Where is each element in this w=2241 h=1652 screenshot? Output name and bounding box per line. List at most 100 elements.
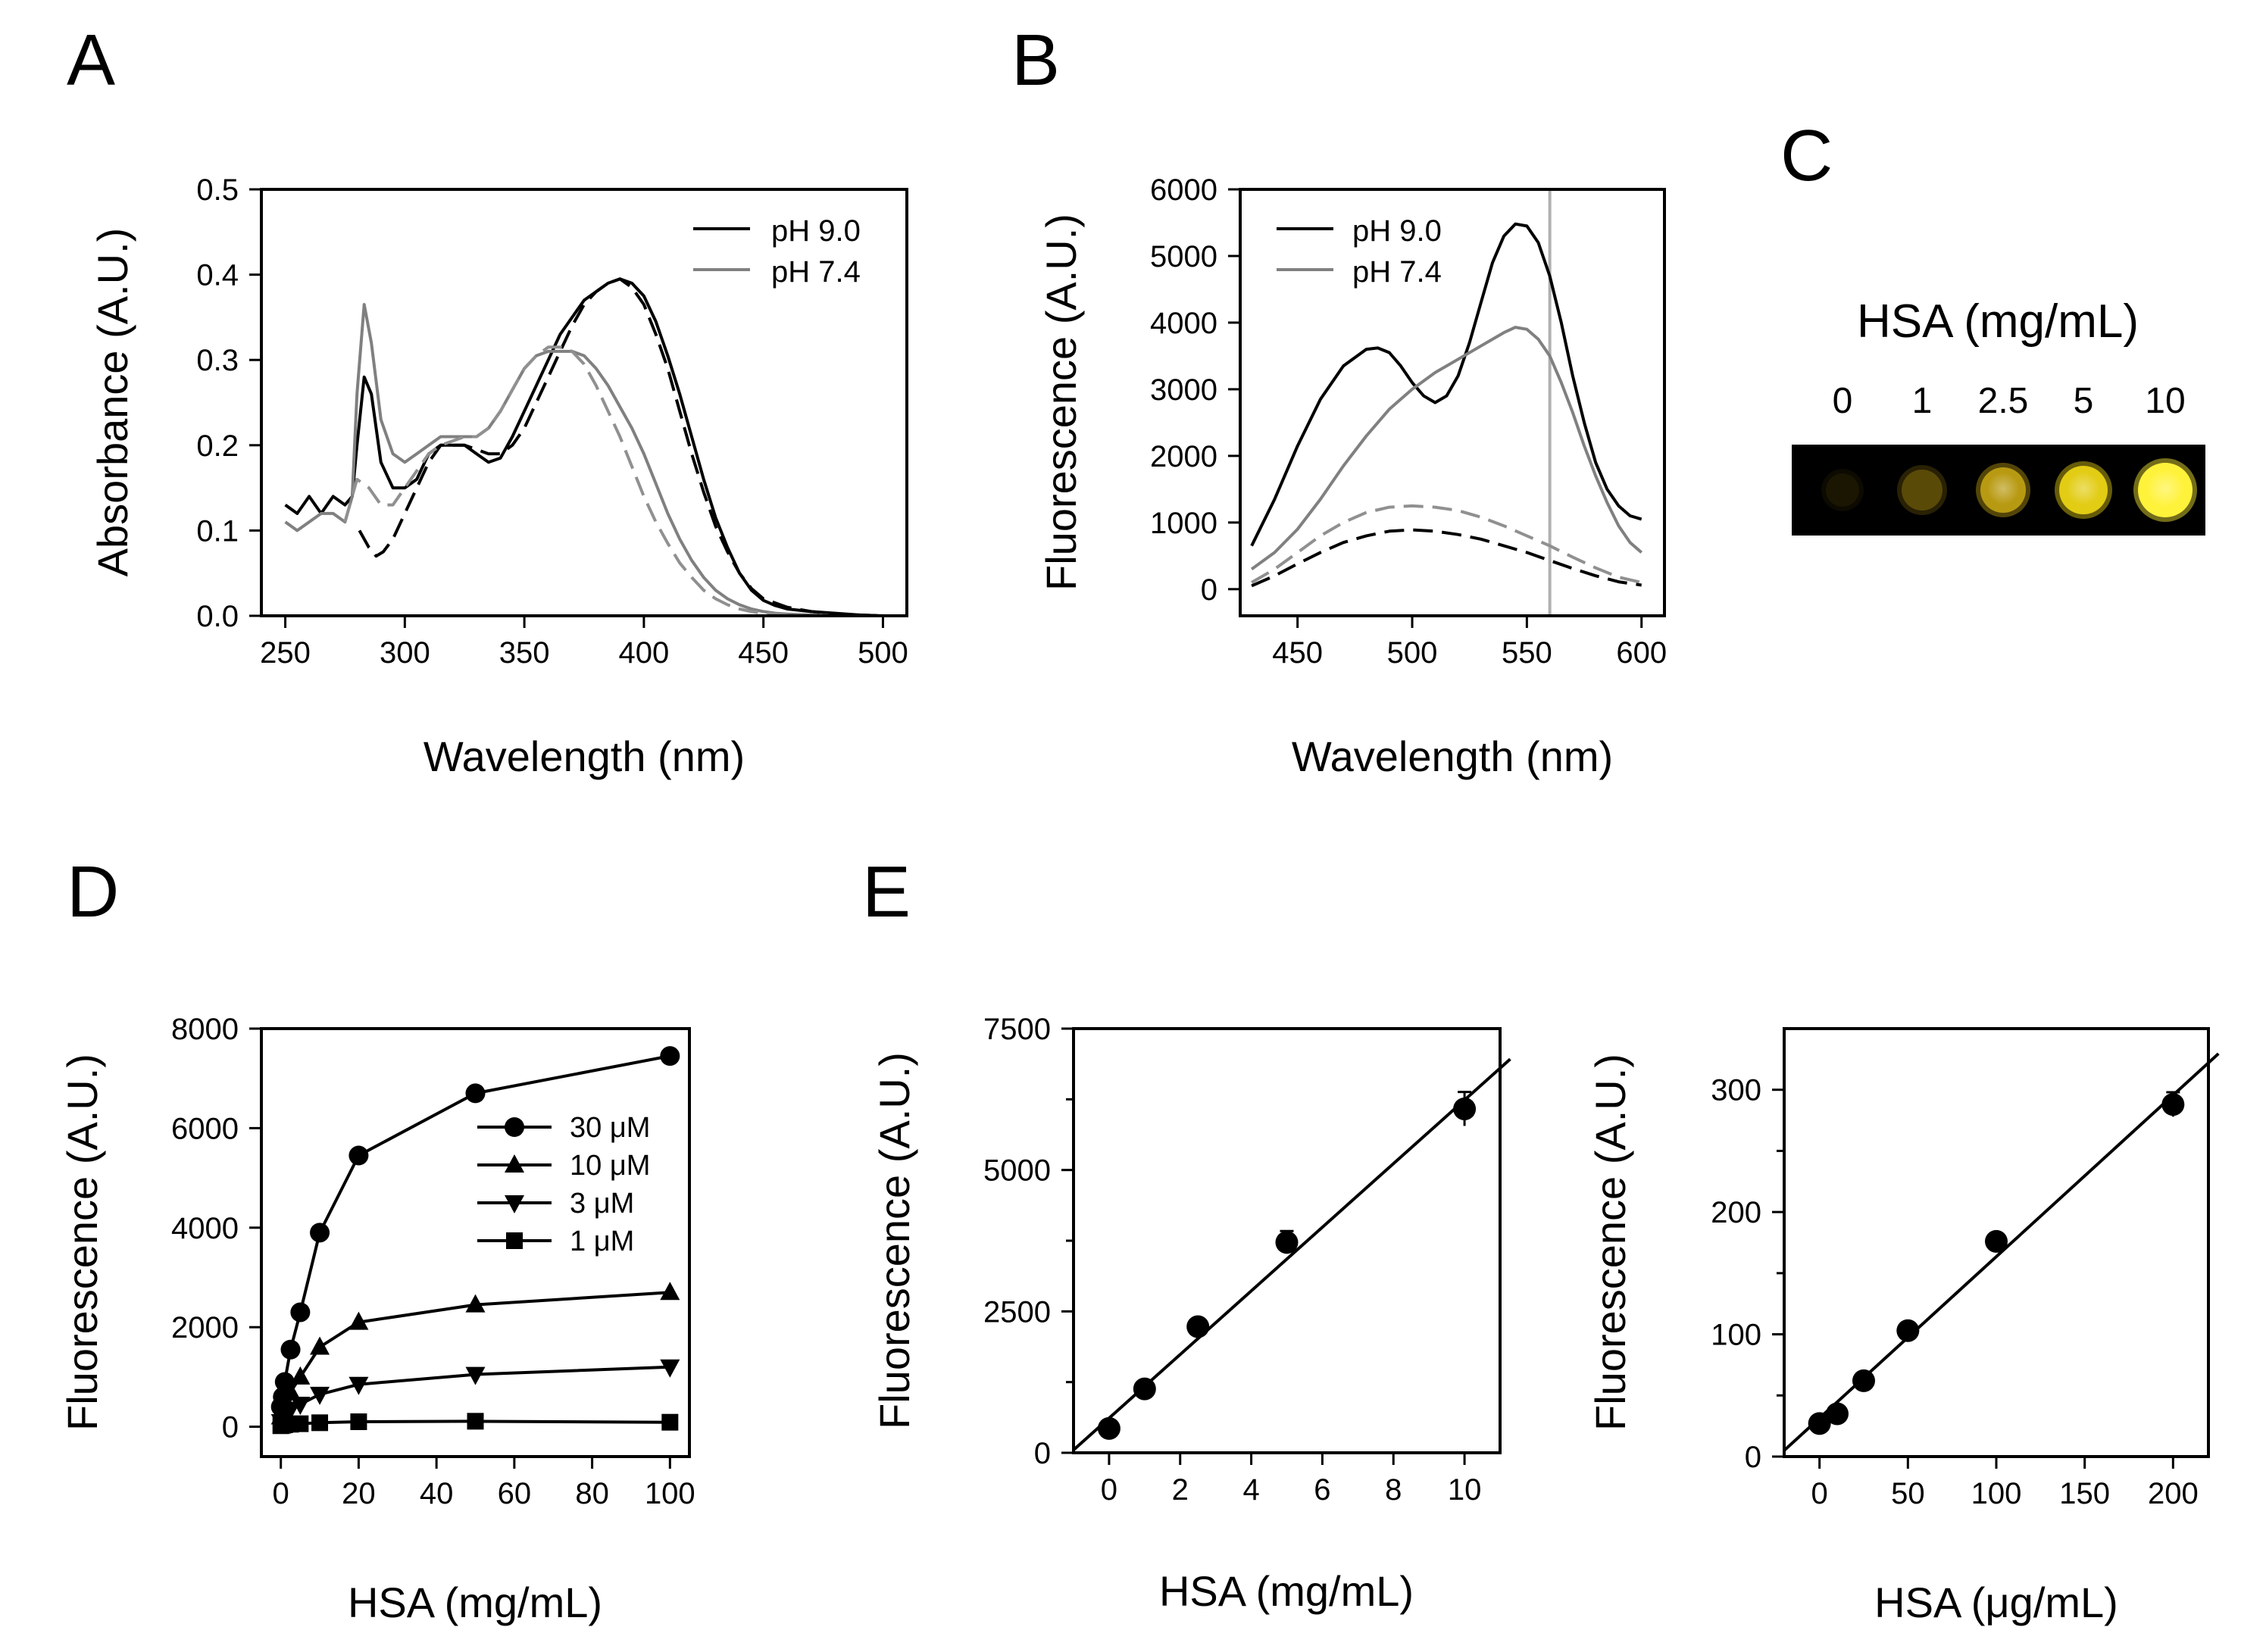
panel-d-legend-marker bbox=[506, 1232, 523, 1249]
panel-d-point-0 bbox=[348, 1145, 369, 1166]
panel-a-x-tick-label: 450 bbox=[738, 636, 789, 670]
panel-a-x-tick-label: 300 bbox=[380, 636, 430, 670]
panel-d-y-tick-label: 0 bbox=[222, 1411, 239, 1444]
panel-a-y-axis-label: Absorbance (A.U.) bbox=[89, 228, 136, 577]
panel-d-point-2 bbox=[290, 1397, 311, 1416]
panel-d-point-3 bbox=[467, 1413, 484, 1430]
panel-c-spot-highlight bbox=[2066, 471, 2101, 506]
panel-c-title: HSA (mg/mL) bbox=[1857, 295, 2139, 348]
panel-e2-y-tick-label: 100 bbox=[1711, 1319, 1761, 1352]
panel-b-series-0 bbox=[1250, 222, 1642, 547]
panel-e1-x-tick-label: 2 bbox=[1172, 1473, 1189, 1507]
panel-d-y-axis-label: Fluorescence (A.U.) bbox=[58, 1054, 106, 1431]
panel-a-series-2 bbox=[358, 277, 883, 617]
panel-d-x-tick-label: 40 bbox=[420, 1477, 454, 1510]
panel-e2-chart: 0 50 100 150 200 0 100 200 300 HSA (μg/mL) Fluor… bbox=[1586, 1027, 2220, 1626]
panel-d-y-tick-label: 8000 bbox=[171, 1013, 239, 1046]
panel-a-x-tick-label: 400 bbox=[619, 636, 670, 670]
panel-a-y-tick-label: 0.1 bbox=[196, 514, 239, 548]
panel-e1-x-tick-label: 4 bbox=[1242, 1473, 1259, 1507]
panel-b-series-1 bbox=[1250, 326, 1643, 571]
legend-label-ph90: pH 9.0 bbox=[1352, 214, 1442, 248]
panel-d-point-1 bbox=[465, 1294, 486, 1313]
panel-e2-y-tick-label: 0 bbox=[1745, 1441, 1761, 1474]
legend-label-ph74: pH 7.4 bbox=[771, 255, 861, 289]
panel-e2-data-point bbox=[1826, 1402, 1849, 1426]
panel-d-legend-label: 30 μM bbox=[570, 1112, 650, 1144]
panel-a-y-tick-label: 0.0 bbox=[196, 600, 239, 633]
panel-d-point-2 bbox=[348, 1376, 369, 1395]
panel-b-legend: pH 9.0 pH 7.4 bbox=[1277, 214, 1442, 289]
panel-b-series-2 bbox=[1251, 504, 1642, 584]
panel-e1-y-tick-label: 5000 bbox=[983, 1154, 1051, 1188]
panel-d-point-3 bbox=[311, 1414, 329, 1432]
panel-d-legend-label: 3 μM bbox=[570, 1188, 634, 1219]
panel-e2-x-tick-label: 50 bbox=[1891, 1477, 1925, 1510]
panel-d-x-tick-label: 80 bbox=[575, 1477, 609, 1510]
panel-label-e: E bbox=[862, 851, 911, 932]
panel-e1-y-axis-label: Fluorescence (A.U.) bbox=[870, 1052, 918, 1429]
panel-e1-x-tick-label: 10 bbox=[1448, 1473, 1482, 1507]
panel-c-spot bbox=[1902, 470, 1943, 511]
panel-e1-x-axis-label: HSA (mg/mL) bbox=[1159, 1567, 1414, 1615]
panel-e1-y-tick-label: 7500 bbox=[983, 1013, 1051, 1046]
legend-label-ph90: pH 9.0 bbox=[771, 214, 861, 248]
panel-d-point-0 bbox=[465, 1083, 486, 1104]
panel-d-legend-marker bbox=[505, 1154, 524, 1173]
panel-c-spot bbox=[1826, 473, 1859, 507]
panel-e1-chart: 0 2 4 6 8 10 0 2500 5000 7500 HSA (mg/mL) Fluores… bbox=[870, 1013, 1511, 1615]
panel-b-y-tick-label: 0 bbox=[1201, 573, 1217, 607]
panel-d-point-0 bbox=[280, 1339, 301, 1360]
panel-e2-y-tick-label: 200 bbox=[1711, 1196, 1761, 1229]
panel-label-a: A bbox=[67, 20, 115, 101]
panel-d-point-1 bbox=[310, 1336, 330, 1355]
panel-b-y-tick-label: 2000 bbox=[1150, 440, 1217, 473]
panel-e1-data-point bbox=[1097, 1416, 1120, 1440]
panel-b-x-axis-label: Wavelength (nm) bbox=[1292, 732, 1613, 780]
panel-e2-fit-line bbox=[1783, 1052, 2220, 1452]
panel-d-point-1 bbox=[280, 1381, 301, 1400]
panel-e1-y-tick-label: 2500 bbox=[983, 1295, 1051, 1329]
panel-d-point-2 bbox=[310, 1386, 330, 1405]
panel-e1-data-point bbox=[1453, 1098, 1477, 1121]
panel-c-spot-highlight bbox=[1987, 473, 2019, 504]
panel-d-point-0 bbox=[310, 1223, 330, 1243]
panel-b-y-tick-label: 5000 bbox=[1150, 240, 1217, 273]
panel-b-x-tick-label: 450 bbox=[1272, 636, 1323, 670]
panel-a-x-axis-label: Wavelength (nm) bbox=[424, 732, 745, 780]
panel-c-label-0: 0 bbox=[1833, 381, 1853, 421]
panel-a-y-tick-label: 0.4 bbox=[196, 259, 239, 292]
panel-e1-data-point bbox=[1133, 1377, 1156, 1401]
panel-e2-x-axis-label: HSA (μg/mL) bbox=[1874, 1579, 2118, 1626]
panel-b-series-3 bbox=[1251, 528, 1642, 588]
panel-e1-data-point bbox=[1275, 1231, 1299, 1254]
panel-e1-x-tick-label: 8 bbox=[1385, 1473, 1402, 1507]
panel-b-y-axis-label: Fluorescence (A.U.) bbox=[1037, 214, 1085, 591]
panel-c-label-3: 5 bbox=[2074, 381, 2094, 421]
panel-e2-data-point bbox=[1808, 1412, 1831, 1435]
panel-a-chart: 250 300 350 400 450 500 0.0 0.1 0.2 0.3 0.4 0.5 pH … bbox=[89, 173, 908, 780]
panel-d-point-3 bbox=[350, 1413, 367, 1431]
panel-a-y-tick-label: 0.3 bbox=[196, 344, 239, 377]
panel-d-y-tick-label: 6000 bbox=[171, 1112, 239, 1145]
panel-a-plot-frame bbox=[260, 188, 908, 617]
panel-d-legend-label: 10 μM bbox=[570, 1150, 650, 1182]
panel-e2-data-point bbox=[2161, 1093, 2185, 1116]
panel-e1-x-tick-label: 0 bbox=[1101, 1473, 1117, 1507]
panel-e2-y-tick-label: 300 bbox=[1711, 1074, 1761, 1107]
panel-b-y-tick-label: 6000 bbox=[1150, 173, 1217, 207]
panel-e2-data-point bbox=[1896, 1319, 1920, 1342]
panel-a-x-tick-label: 350 bbox=[499, 636, 550, 670]
panel-e2-x-tick-label: 0 bbox=[1811, 1477, 1828, 1510]
panel-c-label-1: 1 bbox=[1912, 381, 1933, 421]
panel-e2-x-tick-label: 200 bbox=[2148, 1477, 2199, 1510]
panel-d-point-1 bbox=[290, 1366, 311, 1385]
panel-d-chart: 0 20 40 60 80 100 0 2000 4000 6000 8000 30 μM 10 μM… bbox=[58, 1013, 695, 1626]
panel-a-y-tick-label: 0.2 bbox=[196, 429, 239, 463]
panel-d-y-tick-label: 4000 bbox=[171, 1212, 239, 1245]
panel-d-legend-marker bbox=[505, 1195, 524, 1213]
panel-a-legend: pH 9.0 pH 7.4 bbox=[693, 214, 861, 289]
panel-d-point-3 bbox=[661, 1413, 679, 1431]
panel-d-plot-frame bbox=[260, 1027, 691, 1458]
